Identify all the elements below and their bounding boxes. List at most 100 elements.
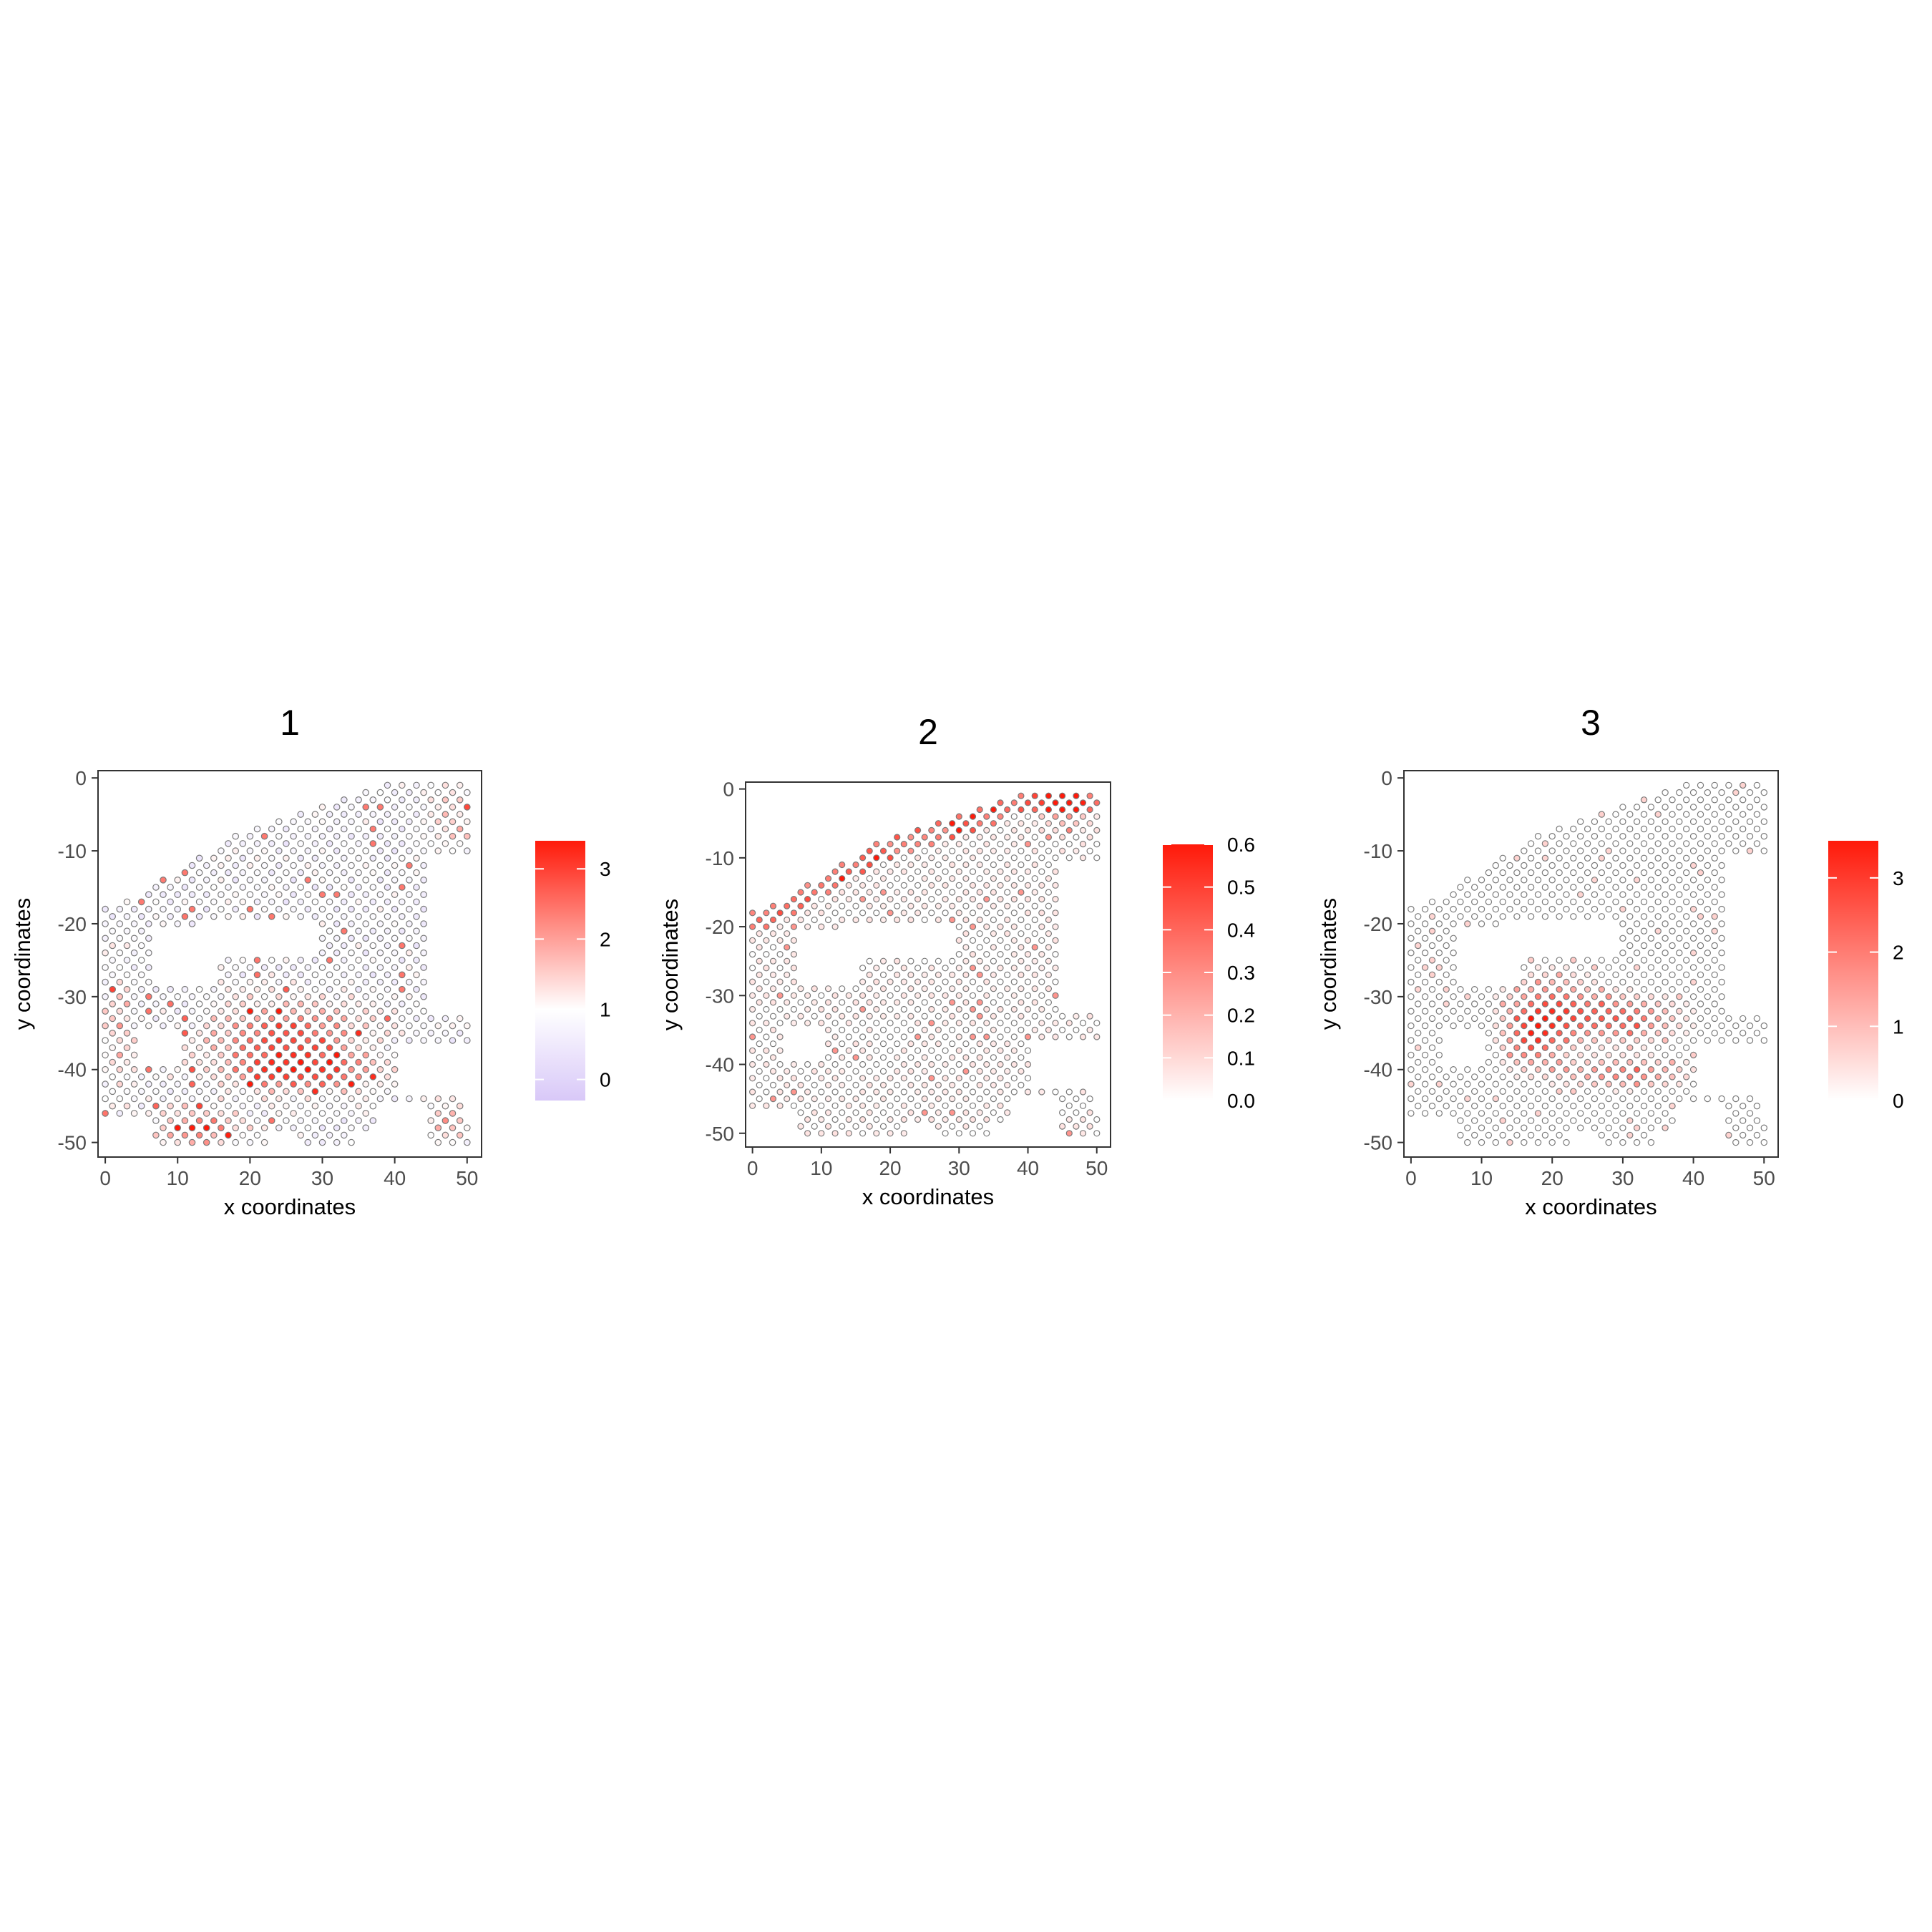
point <box>914 1005 922 1013</box>
point <box>1513 1073 1521 1080</box>
point <box>218 1080 225 1088</box>
point <box>1045 944 1053 951</box>
point <box>1492 891 1499 898</box>
point <box>246 1065 254 1073</box>
point <box>218 1065 225 1073</box>
point <box>1038 909 1045 917</box>
point <box>174 905 181 913</box>
point <box>1563 905 1570 913</box>
point <box>1612 869 1619 877</box>
point <box>1746 1022 1754 1030</box>
point <box>203 891 210 898</box>
point <box>1570 825 1577 833</box>
point <box>921 1013 928 1020</box>
point <box>413 971 420 979</box>
point <box>1045 957 1053 965</box>
y-tick-label: -40 <box>1364 1059 1392 1081</box>
point <box>756 957 763 965</box>
point <box>824 902 832 909</box>
point <box>369 1044 377 1051</box>
point <box>818 1116 825 1123</box>
point <box>859 1005 867 1013</box>
point <box>818 1075 825 1082</box>
point <box>275 862 283 869</box>
point <box>195 1030 203 1037</box>
point <box>362 935 369 942</box>
point <box>1619 993 1626 1000</box>
x-tick-label: 0 <box>747 1157 758 1179</box>
point <box>976 806 983 814</box>
point <box>1633 905 1641 913</box>
point <box>914 854 922 862</box>
point <box>1619 1022 1626 1030</box>
point <box>109 1073 116 1080</box>
point <box>181 985 189 993</box>
point <box>879 1054 887 1061</box>
point <box>1052 854 1059 862</box>
point <box>260 891 268 898</box>
point <box>268 985 275 993</box>
point <box>275 1008 283 1015</box>
point <box>784 902 791 909</box>
point <box>1521 847 1528 854</box>
point <box>949 1026 956 1034</box>
point <box>406 964 413 971</box>
point <box>384 811 391 818</box>
point <box>962 930 970 937</box>
panel-title: 3 <box>1581 703 1601 743</box>
point <box>1541 1000 1549 1008</box>
point <box>326 985 333 993</box>
point <box>921 957 928 965</box>
point <box>253 985 261 993</box>
point <box>997 1020 1004 1027</box>
point <box>976 971 983 979</box>
point <box>1534 1110 1542 1117</box>
point <box>879 1109 887 1116</box>
point <box>983 882 990 889</box>
point <box>1640 869 1648 877</box>
point <box>1506 993 1513 1000</box>
point <box>1428 942 1436 950</box>
point <box>1024 937 1032 944</box>
point <box>769 902 777 909</box>
point <box>297 1117 304 1124</box>
point <box>290 978 297 986</box>
point <box>1753 781 1761 789</box>
point <box>391 1051 399 1059</box>
point <box>921 1026 928 1034</box>
point <box>1018 902 1025 909</box>
point <box>769 1068 777 1075</box>
point <box>246 1095 254 1103</box>
point <box>1584 884 1591 891</box>
point <box>1654 942 1662 950</box>
point <box>449 1110 457 1117</box>
point <box>1732 847 1740 854</box>
point <box>1598 985 1605 993</box>
point <box>873 895 880 903</box>
point <box>907 916 914 924</box>
point <box>1612 884 1619 891</box>
point <box>441 825 449 833</box>
point <box>137 913 145 920</box>
point <box>1464 1080 1471 1088</box>
point <box>1485 1102 1493 1110</box>
point <box>1570 971 1577 979</box>
point <box>246 1080 254 1088</box>
point <box>1004 861 1011 869</box>
point <box>1598 1088 1605 1096</box>
point <box>1746 1095 1754 1103</box>
point <box>900 1020 907 1027</box>
point <box>1038 1033 1045 1040</box>
point <box>811 1081 818 1089</box>
point <box>102 978 109 986</box>
point <box>1527 869 1535 877</box>
point <box>1647 949 1655 957</box>
point <box>355 1117 362 1124</box>
point <box>355 898 362 906</box>
point <box>1506 1051 1513 1059</box>
point <box>311 1088 319 1096</box>
point <box>839 902 846 909</box>
point <box>1662 1022 1669 1030</box>
point <box>824 1123 832 1130</box>
point <box>384 898 391 906</box>
